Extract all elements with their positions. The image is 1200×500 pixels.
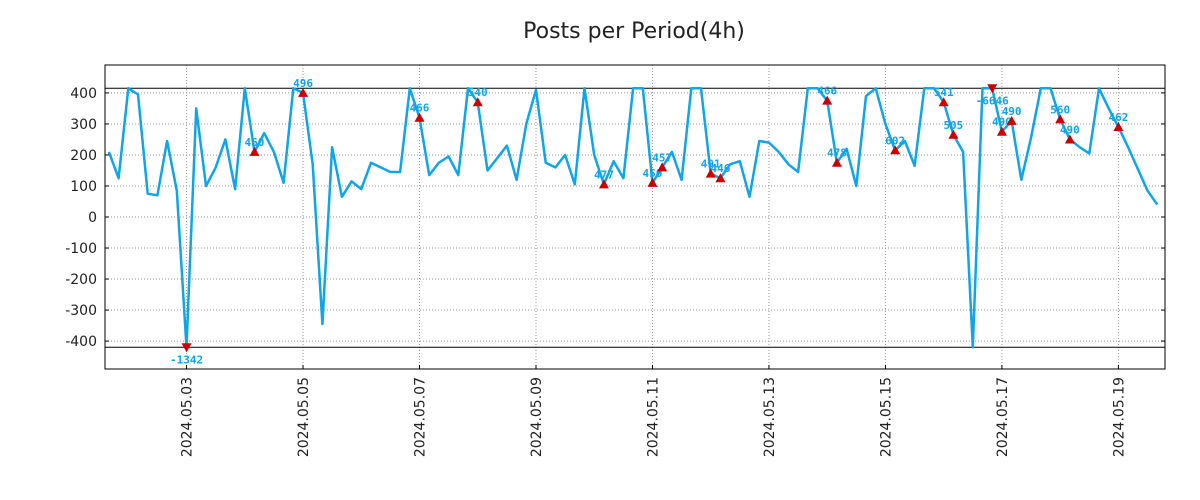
high-marker: [938, 97, 949, 107]
series-line: [107, 87, 1159, 349]
x-tick-label: 2024.05.09: [529, 377, 545, 457]
low-marker: [987, 84, 998, 94]
high-marker: [948, 129, 959, 139]
high-marker: [414, 112, 425, 122]
x-tick-label: 2024.05.17: [995, 377, 1011, 457]
high-marker: [472, 97, 483, 107]
x-tick-label: 2024.05.07: [413, 377, 429, 457]
high-label: 478: [827, 147, 847, 160]
high-marker: [996, 126, 1007, 136]
x-tick-label: 2024.05.15: [878, 377, 894, 457]
high-marker: [298, 87, 309, 97]
high-marker: [715, 173, 726, 183]
high-label: 490: [1060, 123, 1080, 136]
high-marker: [647, 177, 658, 187]
y-tick-label: 0: [88, 210, 97, 226]
low-label: -1342: [170, 353, 203, 366]
high-label: 457: [652, 151, 672, 164]
high-label: 505: [943, 119, 963, 132]
high-marker: [705, 168, 716, 178]
high-marker: [831, 157, 842, 167]
y-axis: -400 -300 -200 -100 0 100 200 300 400: [65, 86, 1165, 350]
x-axis: 2024.05.03 2024.05.05 2024.05.07 2024.05.09…: [180, 365, 1127, 457]
x-tick-label: 2024.05.05: [296, 377, 312, 457]
x-tick-label: 2024.05.11: [645, 377, 661, 457]
chart-title: Posts per Period(4h): [523, 19, 745, 44]
x-tick-label: 2024.05.13: [762, 377, 778, 457]
high-label: 466: [817, 85, 837, 98]
y-tick-label: 300: [70, 117, 97, 133]
y-tick-label: 200: [70, 148, 97, 164]
high-marker: [822, 95, 833, 105]
high-label: 450: [643, 167, 663, 180]
high-marker: [1055, 114, 1066, 124]
high-marker: [249, 146, 260, 156]
y-tick-label: 100: [70, 179, 97, 195]
high-label: 477: [594, 168, 614, 181]
x-tick-label: 2024.05.19: [1111, 377, 1127, 457]
high-marker: [598, 179, 609, 189]
y-tick-label: -100: [65, 241, 97, 257]
low-marker: [181, 343, 192, 353]
y-tick-label: -400: [65, 334, 97, 350]
high-marker: [657, 162, 668, 172]
high-marker: [1113, 122, 1124, 132]
low-label: -6646: [976, 94, 1009, 107]
high-label: 490: [992, 116, 1012, 129]
high-label: 541: [934, 86, 954, 99]
high-label: 466: [410, 102, 430, 115]
series: [107, 87, 1159, 349]
high-label: 462: [1108, 111, 1128, 124]
x-tick-label: 2024.05.03: [180, 377, 196, 457]
y-tick-label: 400: [70, 86, 97, 102]
high-marker: [1064, 134, 1075, 144]
high-label: 460: [245, 136, 265, 149]
high-label: 560: [1050, 103, 1070, 116]
high-label: 490: [1002, 105, 1022, 118]
high-label: 446: [710, 162, 730, 175]
high-marker: [890, 145, 901, 155]
high-label: 602: [885, 134, 905, 147]
high-label: 496: [293, 77, 313, 90]
y-tick-label: -200: [65, 272, 97, 288]
high-label: 540: [468, 86, 488, 99]
high-label: 491: [701, 158, 721, 171]
high-marker: [1006, 115, 1017, 125]
y-tick-label: -300: [65, 303, 97, 319]
